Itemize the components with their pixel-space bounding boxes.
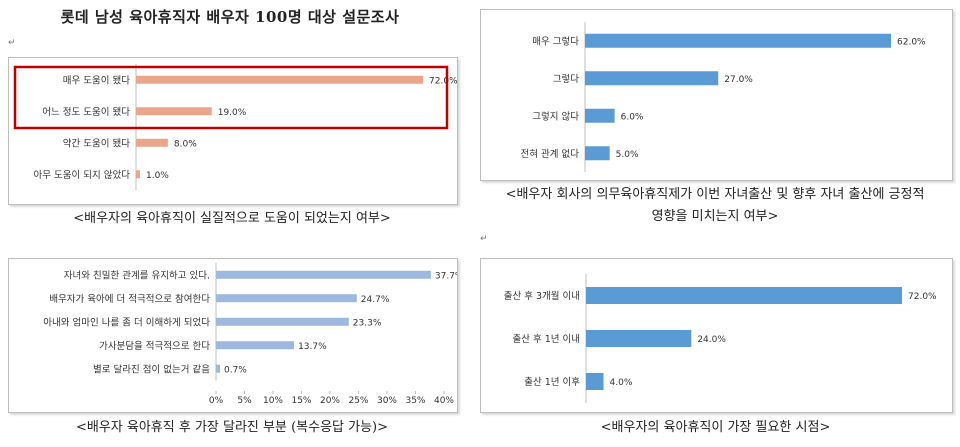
bar (136, 75, 423, 84)
category-label: 아내와 엄마인 나를 좀 더 이해하게 되었다 (43, 316, 210, 328)
bar (216, 294, 357, 303)
bar (136, 107, 212, 116)
data-label: 0.7% (224, 365, 247, 375)
category-label: 출산 후 1년 이내 (512, 334, 580, 345)
x-tick-label: 20% (320, 396, 340, 406)
data-label: 62.0% (897, 37, 926, 47)
data-label: 13.7% (298, 342, 327, 352)
caption-policy-effect-line1: <배우자 회사의 의무육아휴직제가 이번 자녀출산 및 향후 자녀 출산에 긍정… (505, 187, 925, 202)
category-label: 가사분담을 적극적으로 한다 (99, 340, 210, 352)
bar (586, 330, 692, 347)
chart-changes: 0% 5% 10% 15% 20% 25% 30% 35% 40% 자녀와 친밀한 관계를 유지하… (43, 263, 457, 406)
x-tick-label: 40% (434, 396, 454, 406)
chart-helpfulness: 매우 도움이 됐다 72.0% 어느 정도 도움이 됐다 19.0% 약간 도움이 됐다… (13, 64, 457, 190)
data-label: 72.0% (429, 76, 457, 86)
paragraph-mark: ↵ (480, 234, 488, 244)
caption-policy-effect-line2: 영향을 미치는지 여부> (651, 209, 779, 224)
x-tick-label: 15% (291, 396, 311, 406)
data-label: 23.3% (353, 318, 382, 328)
caption-timing: <배우자의 육아휴직이 가장 필요한 시점> (600, 420, 831, 435)
bar (216, 364, 220, 373)
chart-panel-changes: 0% 5% 10% 15% 20% 25% 30% 35% 40% 자녀와 친밀한 관계를 유지하… (8, 258, 458, 413)
chart-policy-effect: 매우 그렇다 62.0% 그렇다 27.0% 그렇지 않다 6.0% 전혀 관계 없다 5.0… (521, 22, 926, 172)
paragraph-mark: ↵ (8, 38, 16, 48)
x-tick-label: 5% (237, 396, 252, 406)
bar (586, 287, 902, 304)
x-tick-label: 10% (263, 396, 283, 406)
bar (585, 71, 719, 86)
bar (585, 146, 610, 161)
category-label: 매우 도움이 됐다 (63, 74, 130, 86)
category-label: 출산 1년 이후 (524, 377, 580, 388)
page-title: 롯데 남성 육아휴직자 배우자 100명 대상 설문조사 (60, 8, 400, 26)
category-label: 매우 그렇다 (532, 36, 579, 47)
data-label: 5.0% (616, 150, 639, 160)
caption-helpfulness: <배우자의 육아휴직이 실질적으로 도움이 되었는지 여부> (73, 211, 391, 226)
caption-policy-effect: <배우자 회사의 의무육아휴직제가 이번 자녀출산 및 향후 자녀 출산에 긍정… (470, 184, 960, 228)
bar (136, 170, 140, 179)
category-label: 배우자가 육아에 더 적극적으로 참여한다 (49, 293, 210, 305)
bar (136, 138, 168, 147)
bar (216, 341, 295, 350)
bar (585, 33, 891, 48)
data-label: 1.0% (146, 171, 169, 181)
bar (585, 108, 615, 123)
chart-panel-policy-effect: 매우 그렇다 62.0% 그렇다 27.0% 그렇지 않다 6.0% 전혀 관계 없다 5.0… (480, 9, 953, 181)
x-tick-label: 25% (348, 396, 368, 406)
bar (216, 317, 349, 326)
category-label: 전혀 관계 없다 (521, 148, 580, 160)
data-label: 24.7% (361, 295, 390, 305)
category-label: 출산 후 3개월 이내 (504, 290, 580, 302)
data-label: 6.0% (621, 112, 644, 122)
category-label: 자녀와 친밀한 관계를 유지하고 있다. (64, 269, 210, 281)
x-tick-label: 0% (209, 396, 224, 406)
data-label: 8.0% (174, 139, 197, 149)
highlight-box (13, 65, 449, 130)
category-label: 약간 도움이 됐다 (63, 137, 130, 149)
bar (586, 373, 604, 390)
chart-panel-timing: 출산 후 3개월 이내 72.0% 출산 후 1년 이내 24.0% 출산 1년 이후 4… (480, 258, 953, 413)
chart-panel-helpfulness: 매우 도움이 됐다 72.0% 어느 정도 도움이 됐다 19.0% 약간 도움이 됐다… (8, 57, 458, 205)
category-label: 그렇다 (553, 74, 579, 85)
category-label: 아무 도움이 되지 않았다 (34, 169, 131, 181)
data-label: 19.0% (218, 108, 247, 118)
category-label: 별로 달라진 점이 없는거 같음 (93, 363, 210, 375)
data-label: 4.0% (610, 378, 633, 388)
x-tick-label: 35% (405, 396, 425, 406)
category-label: 그렇지 않다 (532, 111, 579, 122)
caption-changes: <배우자 육아휴직 후 가장 달라진 부분 (복수응답 가능)> (75, 420, 388, 435)
data-label: 72.0% (908, 292, 937, 302)
bar (216, 270, 431, 279)
chart-timing: 출산 후 3개월 이내 72.0% 출산 후 1년 이내 24.0% 출산 1년 이후 4… (504, 274, 937, 403)
data-label: 37.7% (435, 271, 457, 281)
category-label: 어느 정도 도움이 됐다 (42, 106, 130, 118)
x-tick-label: 30% (377, 396, 397, 406)
data-label: 24.0% (697, 335, 726, 345)
data-label: 27.0% (724, 75, 753, 85)
